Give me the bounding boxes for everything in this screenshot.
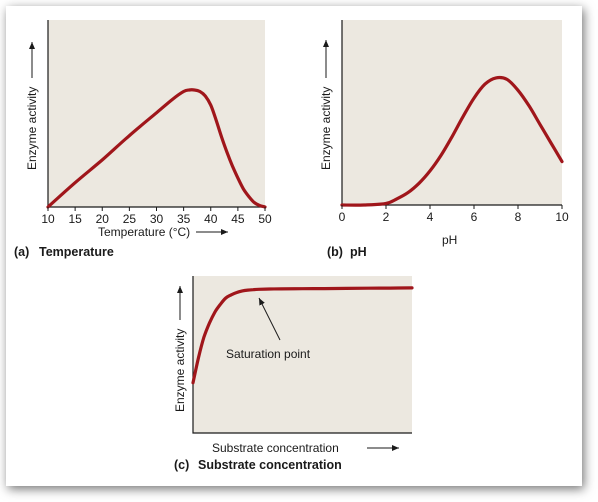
x-tick-label: 0 (339, 210, 346, 224)
caption-title: Temperature (39, 245, 114, 259)
saturation-point-label: Saturation point (226, 347, 311, 361)
x-tick-label: 6 (471, 210, 478, 224)
x-tick-label: 15 (68, 212, 82, 226)
y-axis-label: Enzyme activity (319, 87, 333, 170)
caption-letter: (c) (174, 458, 189, 472)
panel-ph: 0 2 4 6 8 10 Enzyme activity pH (b) pH (319, 20, 569, 259)
substrate-curve-group (191, 286, 414, 385)
ph-curve-group (340, 75, 564, 207)
temperature-x-ticks: 10 15 20 25 30 35 40 45 50 (41, 207, 272, 226)
caption-title: pH (350, 245, 367, 259)
x-tick-label: 30 (150, 212, 164, 226)
plot-background (193, 276, 412, 433)
x-axis-label: Substrate concentration (212, 441, 339, 455)
x-axis-label: Temperature (°C) (98, 225, 190, 239)
saturation-point-pointer (258, 297, 281, 341)
x-tick-label: 8 (515, 210, 522, 224)
y-axis-label: Enzyme activity (25, 87, 39, 170)
ph-x-ticks: 0 2 4 6 8 10 (339, 205, 569, 224)
y-axis-label: Enzyme activity (173, 329, 187, 412)
series-line (46, 88, 267, 209)
series-line (191, 286, 414, 385)
x-tick-label: 10 (555, 210, 569, 224)
temperature-curve-group (46, 88, 267, 209)
x-tick-label: 50 (258, 212, 272, 226)
series-line (340, 75, 564, 207)
x-tick-label: 25 (123, 212, 137, 226)
x-tick-label: 4 (427, 210, 434, 224)
plot-background (342, 20, 562, 205)
x-tick-label: 45 (231, 212, 245, 226)
x-tick-label: 35 (177, 212, 191, 226)
axes (192, 276, 412, 434)
caption-letter: (b) (327, 245, 343, 259)
x-tick-label: 40 (204, 212, 218, 226)
x-axis-label: pH (442, 233, 457, 247)
x-tick-label: 2 (383, 210, 390, 224)
x-tick-label: 10 (41, 212, 55, 226)
caption-title: Substrate concentration (198, 458, 342, 472)
panel-substrate: Saturation point Enzyme activity Substra… (173, 276, 414, 472)
x-tick-label: 20 (96, 212, 110, 226)
panel-temperature: 10 15 20 25 30 35 40 45 50 Enzyme activity Tempe… (14, 20, 272, 259)
caption-letter: (a) (14, 245, 29, 259)
